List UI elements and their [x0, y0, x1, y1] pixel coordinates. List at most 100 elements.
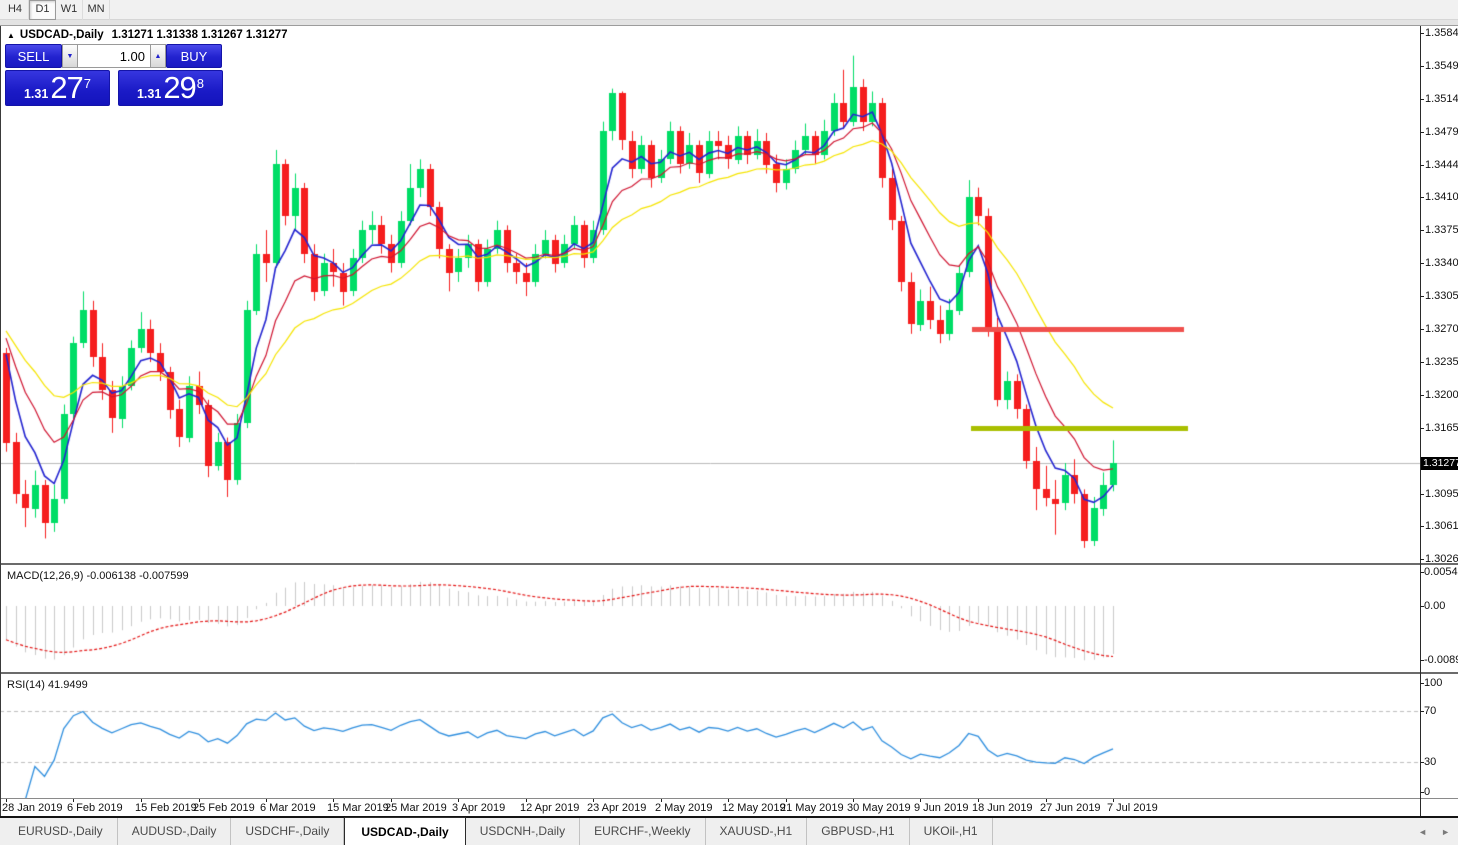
date-axis-tick	[786, 799, 787, 802]
date-axis-label: 15 Mar 2019	[327, 802, 389, 814]
tab-scroll-right-icon[interactable]: ►	[1441, 826, 1450, 837]
panel-separator[interactable]	[0, 672, 1458, 674]
price-axis-label: 1.33750	[1425, 224, 1458, 236]
date-axis-tick	[853, 799, 854, 802]
sell-price-button[interactable]: 1.31 27 7	[5, 70, 110, 106]
timeframe-button-d1[interactable]: D1	[29, 0, 56, 20]
price-axis-label: 1.34100	[1425, 191, 1458, 203]
spinner-up-icon: ▲	[154, 53, 162, 60]
panel-separator[interactable]	[0, 563, 1458, 565]
date-axis-label: 23 Apr 2019	[587, 802, 647, 814]
price-axis-label: 1.35140	[1425, 93, 1458, 105]
date-axis-label: 9 Jun 2019	[914, 802, 969, 814]
date-axis-tick	[978, 799, 979, 802]
chart-left-border	[0, 26, 1, 816]
price-axis-label: 1.30610	[1425, 520, 1458, 532]
chart-tab-usdcad[interactable]: USDCAD-,Daily	[344, 816, 466, 845]
buy-price-sup: 8	[196, 76, 205, 91]
timeframe-toolbar: H4 D1 W1 MN	[0, 0, 1458, 20]
date-axis-label: 25 Feb 2019	[193, 802, 255, 814]
trade-panel-collapse-icon[interactable]: ▲	[7, 30, 15, 40]
rsi-axis-label: 70	[1424, 705, 1437, 717]
date-axis-tick	[6, 799, 7, 802]
rsi-indicator-label: RSI(14) 41.9499	[7, 679, 88, 691]
date-axis-tick	[266, 799, 267, 802]
chart-tab-eurusd[interactable]: EURUSD-,Daily	[4, 818, 118, 845]
tab-scroll-left-icon[interactable]: ◄	[1418, 826, 1428, 837]
chart-tab-gbpusd[interactable]: GBPUSD-,H1	[807, 818, 910, 845]
chart-tab-usdchf[interactable]: USDCHF-,Daily	[231, 818, 345, 845]
date-axis-label: 18 Jun 2019	[972, 802, 1033, 814]
axis-tick	[1420, 526, 1424, 527]
axis-tick	[1420, 230, 1424, 231]
date-axis-label: 15 Feb 2019	[135, 802, 197, 814]
timeframe-button-w1[interactable]: W1	[56, 0, 83, 20]
rsi-panel[interactable]	[0, 674, 1421, 798]
buy-price-button[interactable]: 1.31 29 8	[118, 70, 223, 106]
date-axis-label: 12 May 2019	[722, 802, 786, 814]
date-axis-tick	[391, 799, 392, 802]
sell-price-sup: 7	[83, 76, 92, 91]
volume-increase-button[interactable]: ▲	[150, 44, 166, 68]
date-axis-tick	[458, 799, 459, 802]
date-axis-label: 6 Feb 2019	[67, 802, 123, 814]
price-axis-label: 1.35840	[1425, 27, 1458, 39]
date-axis-label: 2 May 2019	[655, 802, 713, 814]
buy-price-big: 29	[163, 70, 196, 105]
axis-tick	[1420, 66, 1424, 67]
price-axis-label: 1.32700	[1425, 323, 1458, 335]
chart-ohlc-values: 1.31271 1.31338 1.31267 1.31277	[111, 29, 288, 41]
axis-tick	[1420, 329, 1424, 330]
timeframe-button-mn[interactable]: MN	[83, 0, 110, 20]
price-axis-label: 1.33050	[1425, 290, 1458, 302]
date-axis-tick	[661, 799, 662, 802]
volume-decrease-button[interactable]: ▼	[62, 44, 78, 68]
date-axis-label: 28 Jan 2019	[2, 802, 63, 814]
chart-tabs: EURUSD-,Daily AUDUSD-,Daily USDCHF-,Daily U…	[0, 816, 993, 845]
axis-tick	[1420, 362, 1424, 363]
date-axis-label: 6 Mar 2019	[260, 802, 316, 814]
date-axis-tick	[526, 799, 527, 802]
buy-button[interactable]: BUY	[166, 44, 222, 68]
axis-tick	[1420, 99, 1424, 100]
axis-tick	[1420, 762, 1424, 763]
date-axis-label: 3 Apr 2019	[452, 802, 506, 814]
axis-tick	[1420, 792, 1424, 793]
macd-panel[interactable]	[0, 565, 1421, 672]
sell-button[interactable]: SELL	[5, 44, 62, 68]
chart-tab-audusd[interactable]: AUDUSD-,Daily	[118, 818, 232, 845]
macd-axis-label: -0.00897	[1424, 654, 1458, 666]
axis-tick	[1420, 711, 1424, 712]
axis-tick	[1420, 33, 1424, 34]
volume-input[interactable]	[78, 44, 150, 68]
axis-tick	[1420, 296, 1424, 297]
chart-tab-usdcnh[interactable]: USDCNH-,Daily	[466, 818, 581, 845]
chart-title: ▲ USDCAD-,Daily 1.31271 1.31338 1.31267 …	[7, 29, 288, 41]
price-axis-label: 1.33400	[1425, 257, 1458, 269]
date-axis-label: 30 May 2019	[847, 802, 911, 814]
price-axis-border	[1420, 26, 1421, 816]
axis-tick	[1420, 428, 1424, 429]
axis-tick	[1420, 559, 1424, 560]
axis-tick	[1420, 606, 1424, 607]
date-axis-tick	[1046, 799, 1047, 802]
macd-indicator-label: MACD(12,26,9) -0.006138 -0.007599	[7, 570, 189, 582]
axis-tick	[1420, 197, 1424, 198]
sell-price-big: 27	[50, 70, 83, 105]
axis-tick	[1420, 395, 1424, 396]
chart-tab-ukoil[interactable]: UKOil-,H1	[910, 818, 993, 845]
timeframe-button-h4[interactable]: H4	[2, 0, 29, 20]
chart-tab-xauusd[interactable]: XAUUSD-,H1	[706, 818, 808, 845]
chart-top-strip	[0, 20, 1458, 26]
spinner-down-icon: ▼	[66, 53, 74, 60]
date-axis-tick	[920, 799, 921, 802]
date-axis-label: 7 Jul 2019	[1107, 802, 1158, 814]
panel-separator	[0, 798, 1458, 799]
price-axis-label: 1.30950	[1425, 488, 1458, 500]
chart-tab-eurchf[interactable]: EURCHF-,Weekly	[580, 818, 706, 845]
macd-axis-label: 0.00	[1424, 600, 1446, 612]
candlestick-chart[interactable]	[0, 26, 1421, 563]
axis-tick	[1420, 165, 1424, 166]
date-axis-tick	[73, 799, 74, 802]
